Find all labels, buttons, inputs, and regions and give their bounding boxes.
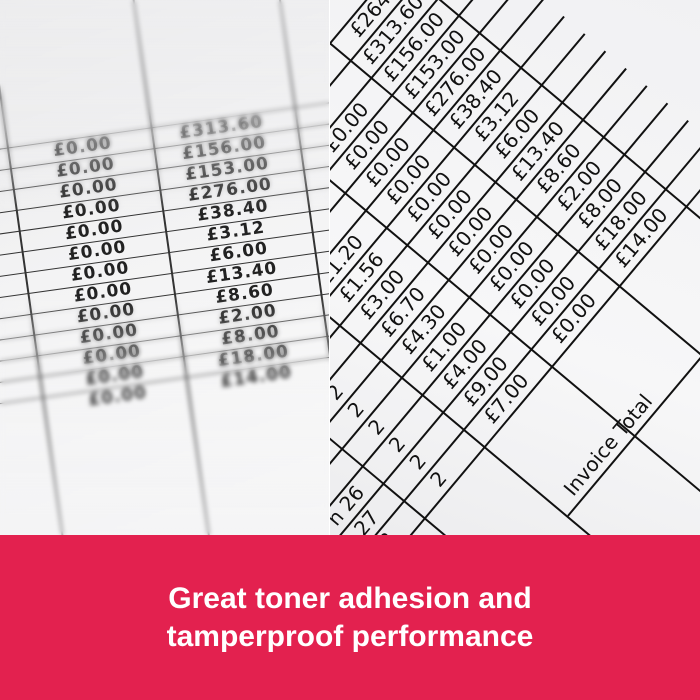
invoice-total-label: Invoice Total	[558, 389, 658, 501]
fade-overlay	[0, 0, 330, 535]
sharp-spreadsheet-photo: Invoice Total £264. £313.60 £0.00 £156.00 £0…	[330, 0, 700, 535]
caption-line-2: tamperproof performance	[166, 619, 534, 653]
caption-line-1: Great toner adhesion and	[168, 581, 532, 615]
caption-banner: Great toner adhesion and tamperproof per…	[0, 535, 700, 700]
blurred-spreadsheet-photo: £0.00£313.60£0.00£156.00£0.00£153.00£0.0…	[0, 0, 330, 535]
